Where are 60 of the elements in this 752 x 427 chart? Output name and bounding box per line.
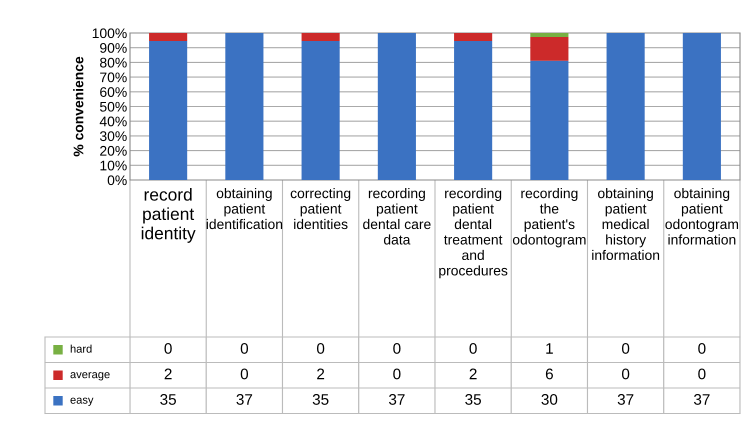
data-label: 0	[240, 343, 248, 354]
data-label: 0	[622, 343, 630, 354]
bar	[682, 33, 721, 180]
bar	[302, 33, 340, 41]
data-label: 2	[317, 368, 324, 380]
bar	[302, 40, 340, 180]
data-label: 2	[164, 368, 172, 380]
x-tick-label: recording patient dental treatment and procedures	[439, 188, 508, 278]
data-label: 0	[393, 368, 401, 380]
y-tick-label: 20%	[100, 146, 127, 156]
data-label: 0	[393, 343, 401, 354]
data-label: 1	[546, 343, 553, 354]
data-label: 35	[312, 394, 328, 405]
data-label: 35	[160, 394, 176, 405]
y-tick-label: 50%	[100, 102, 127, 112]
bar	[378, 33, 416, 180]
legend-label: easy	[70, 398, 94, 406]
y-tick-label: 0%	[108, 175, 127, 186]
bar	[606, 33, 645, 180]
bar	[530, 60, 568, 180]
data-label: 35	[465, 394, 481, 405]
y-tick-label: 30%	[100, 131, 127, 142]
legend-label: average	[70, 372, 110, 380]
bar	[149, 40, 188, 180]
legend-label: hard	[70, 344, 92, 353]
y-tick-label: 90%	[100, 43, 127, 53]
x-tick-label: obtaining patient medical history information	[592, 188, 660, 260]
data-label: 37	[694, 394, 710, 405]
x-tick-label: obtaining patient odontogram information	[665, 188, 738, 245]
x-tick-label: recording the patient's odontogram	[512, 188, 586, 248]
y-tick-label: 80%	[100, 58, 127, 68]
x-tick-label: recording patient dental care data	[363, 188, 431, 245]
bar	[454, 40, 492, 180]
data-label: 2	[470, 368, 477, 380]
x-tick-label: obtaining patient identification	[206, 188, 282, 230]
y-tick-label: 60%	[100, 87, 127, 97]
data-label: 0	[698, 368, 706, 380]
bar	[225, 33, 264, 180]
data-label: 30	[541, 394, 558, 405]
bar	[149, 33, 188, 41]
x-tick-label: correcting patient identities	[290, 188, 350, 230]
x-tick-label: record patient identity	[142, 188, 196, 243]
y-tick-label: 100%	[92, 28, 127, 38]
data-label: 0	[316, 343, 324, 354]
y-tick-label: 10%	[100, 160, 127, 170]
data-label: 37	[236, 394, 252, 405]
data-label: 0	[164, 343, 172, 354]
bar	[454, 33, 492, 41]
data-label: 0	[240, 368, 248, 380]
bar	[530, 33, 568, 37]
y-axis-title: % convenience	[73, 56, 84, 156]
data-label: 0	[469, 343, 477, 354]
data-label: 0	[622, 368, 630, 380]
y-tick-label: 70%	[100, 72, 127, 82]
data-label: 6	[546, 368, 553, 380]
bar	[530, 36, 568, 61]
data-label: 0	[698, 343, 706, 354]
y-tick-label: 40%	[100, 116, 127, 126]
data-label: 37	[618, 394, 634, 405]
data-label: 37	[388, 394, 405, 405]
